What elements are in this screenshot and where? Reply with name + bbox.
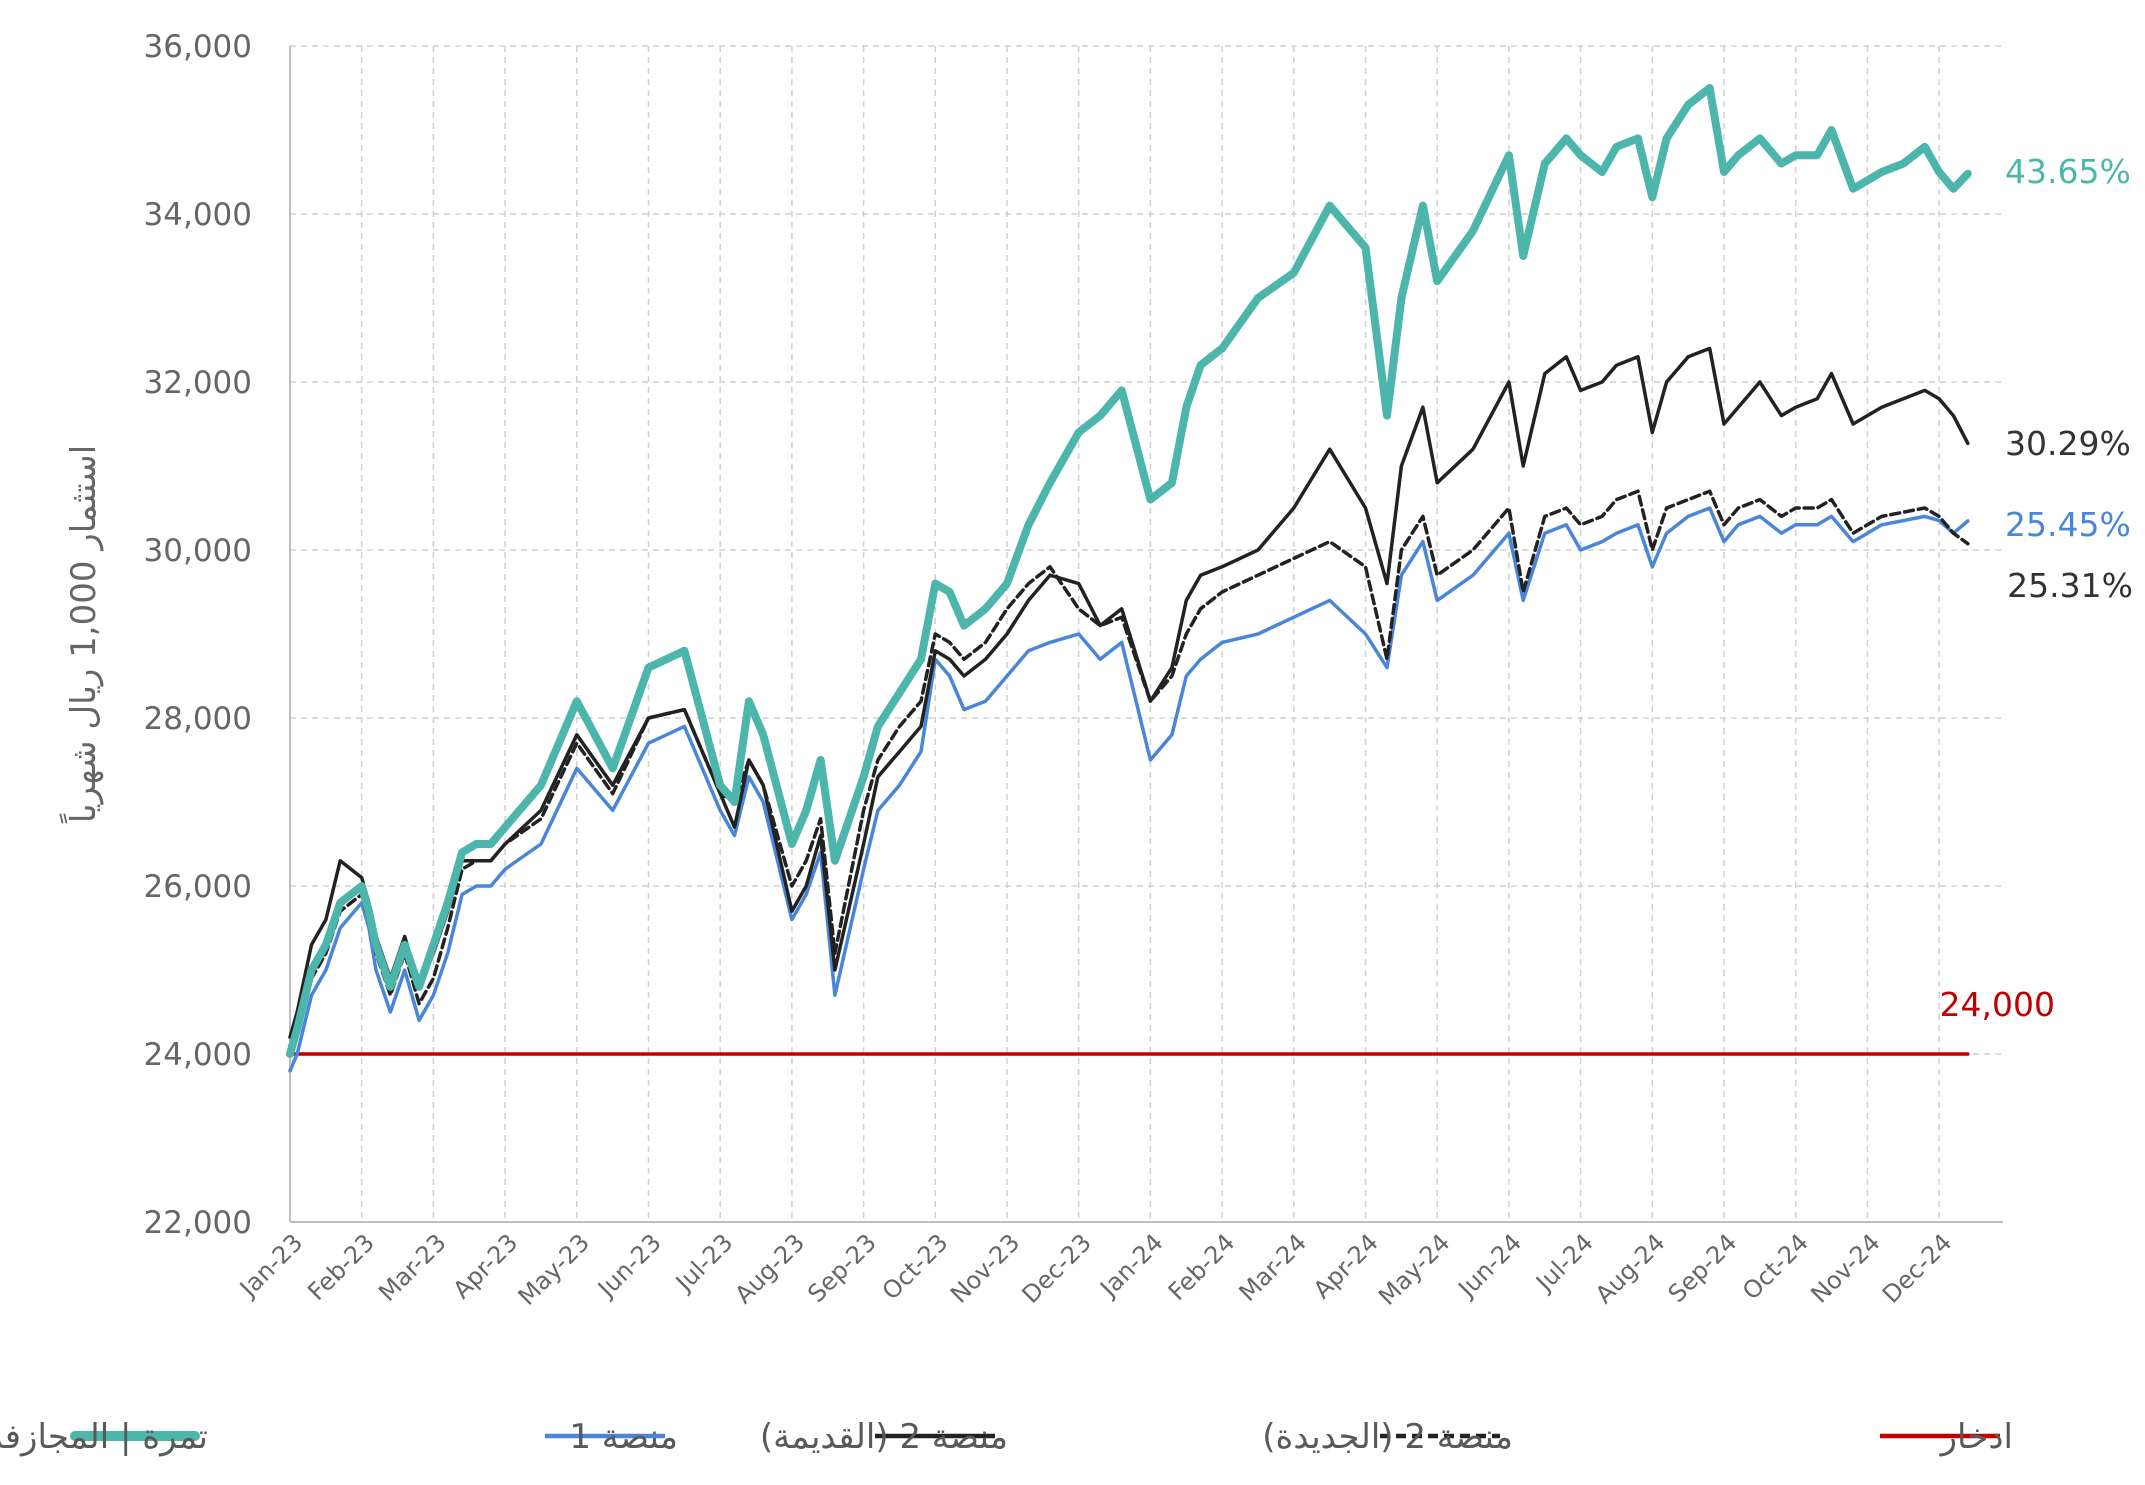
x-tick-label: Dec-23: [1017, 1228, 1097, 1308]
series-line-1: [288, 506, 1970, 1073]
grid-lines: [289, 45, 2003, 1223]
x-tick-label: Feb-24: [1163, 1228, 1241, 1306]
y-tick-label: 26,000: [144, 869, 252, 905]
legend-label-0: تمرة | المجازفة: [0, 1417, 208, 1457]
series-lines: [286, 84, 1972, 1073]
series-line-3: [288, 489, 1970, 1048]
y-axis: 22,000 24,000 26,000 28,000 30,000 32,000 34,0…: [144, 29, 252, 1241]
end-label-1: 25.45%: [2005, 505, 2131, 544]
legend: تمرة | المجازفة منصة 1 منصة 2 (القديمة) منص…: [0, 1417, 2013, 1457]
x-tick-label: Apr-23: [448, 1228, 524, 1304]
x-tick-label: Nov-23: [945, 1228, 1025, 1308]
end-labels: 43.65% 25.45% 30.29% 25.31% 24,000: [1940, 152, 2133, 1024]
x-tick-label: Jan-24: [1094, 1228, 1169, 1303]
x-tick-label: Mar-24: [1234, 1228, 1312, 1306]
x-tick-label: Sep-23: [802, 1228, 882, 1308]
x-tick-label: Aug-23: [729, 1228, 810, 1309]
x-tick-label: May-23: [513, 1228, 595, 1310]
end-label-2: 30.29%: [2005, 424, 2131, 463]
legend-label-1: منصة 1: [569, 1417, 678, 1457]
x-tick-label: Jul-24: [1529, 1228, 1598, 1297]
end-label-4: 24,000: [1940, 985, 2055, 1024]
x-tick-label: Mar-23: [373, 1228, 451, 1306]
x-tick-label: Sep-24: [1663, 1228, 1743, 1308]
series-line-2: [288, 346, 1970, 1039]
y-tick-label: 34,000: [144, 197, 252, 233]
x-tick-label: Feb-23: [302, 1228, 380, 1306]
axis-lines: [289, 46, 2003, 1223]
y-tick-label: 30,000: [144, 533, 252, 569]
x-tick-label: Dec-24: [1877, 1228, 1957, 1308]
y-tick-label: 22,000: [144, 1205, 252, 1241]
end-label-0: 43.65%: [2005, 152, 2131, 191]
legend-label-4: ادخار: [1939, 1417, 2013, 1457]
x-tick-label: Jun-23: [591, 1228, 666, 1303]
y-axis-label: استثمار 1,000 ريال شهرياً: [59, 445, 104, 824]
x-tick-label: Jul-23: [669, 1228, 738, 1297]
y-tick-label: 36,000: [144, 29, 252, 65]
legend-label-3: منصة 2 (الجديدة): [1262, 1417, 1513, 1457]
x-tick-label: Apr-24: [1308, 1228, 1384, 1304]
y-tick-label: 28,000: [144, 701, 252, 737]
x-tick-label: Nov-24: [1805, 1228, 1885, 1308]
x-tick-label: Oct-23: [877, 1228, 954, 1305]
legend-label-2: منصة 2 (القديمة): [760, 1417, 1008, 1457]
series-line-0: [286, 84, 1972, 1058]
end-label-3: 25.31%: [2007, 566, 2133, 605]
x-tick-label: Oct-24: [1737, 1228, 1814, 1305]
x-tick-label: May-24: [1373, 1228, 1455, 1310]
x-tick-label: Jun-24: [1452, 1228, 1527, 1303]
y-tick-label: 24,000: [144, 1037, 252, 1073]
y-tick-label: 32,000: [144, 365, 252, 401]
x-tick-label: Aug-24: [1590, 1228, 1671, 1309]
